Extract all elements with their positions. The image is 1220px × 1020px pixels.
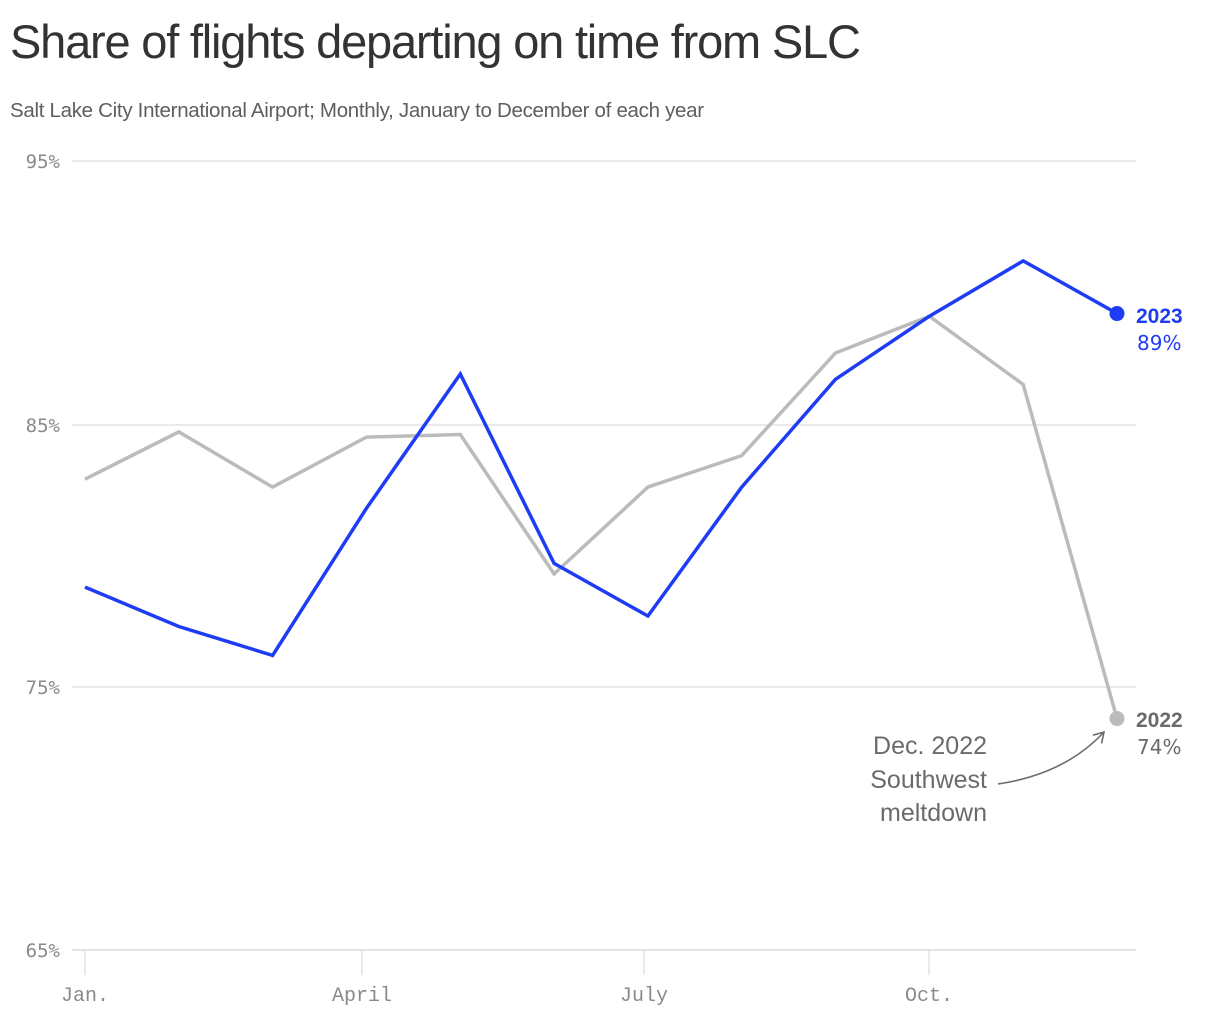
annotation-line: Southwest [870, 766, 987, 794]
annotation-southwest-meltdown: Dec. 2022 Southwest meltdown [870, 730, 1106, 827]
x-axis: Jan. April July Oct. [61, 951, 953, 1008]
y-tick-label: 75% [26, 677, 61, 699]
x-tick-label: July [620, 985, 668, 1008]
x-tick-label: April [332, 985, 392, 1008]
series-label-2023: 2023 [1136, 305, 1183, 328]
y-tick-label: 65% [26, 940, 61, 962]
annotation-line: Dec. 2022 [873, 732, 987, 760]
end-point-2022 [1109, 711, 1125, 727]
series-label-2022: 2022 [1136, 709, 1183, 732]
chart-subtitle: Salt Lake City International Airport; Mo… [10, 99, 704, 122]
y-tick-label: 95% [26, 151, 61, 173]
annotation-arrow-icon [997, 730, 1106, 785]
annotation-line: meltdown [880, 799, 987, 827]
gridlines [72, 160, 1136, 951]
series-value-2022: 74% [1137, 735, 1181, 759]
y-axis: 95% 85% 75% 65% [26, 151, 61, 962]
series-value-2023: 89% [1137, 331, 1181, 355]
x-tick-label: Jan. [61, 985, 109, 1008]
series-line-2023 [84, 258, 1118, 658]
chart-title: Share of flights departing on time from … [10, 15, 861, 68]
end-point-2023 [1109, 306, 1125, 322]
series-line-2022 [84, 314, 1119, 720]
x-tick-label: Oct. [905, 985, 953, 1008]
y-tick-label: 85% [26, 415, 61, 437]
